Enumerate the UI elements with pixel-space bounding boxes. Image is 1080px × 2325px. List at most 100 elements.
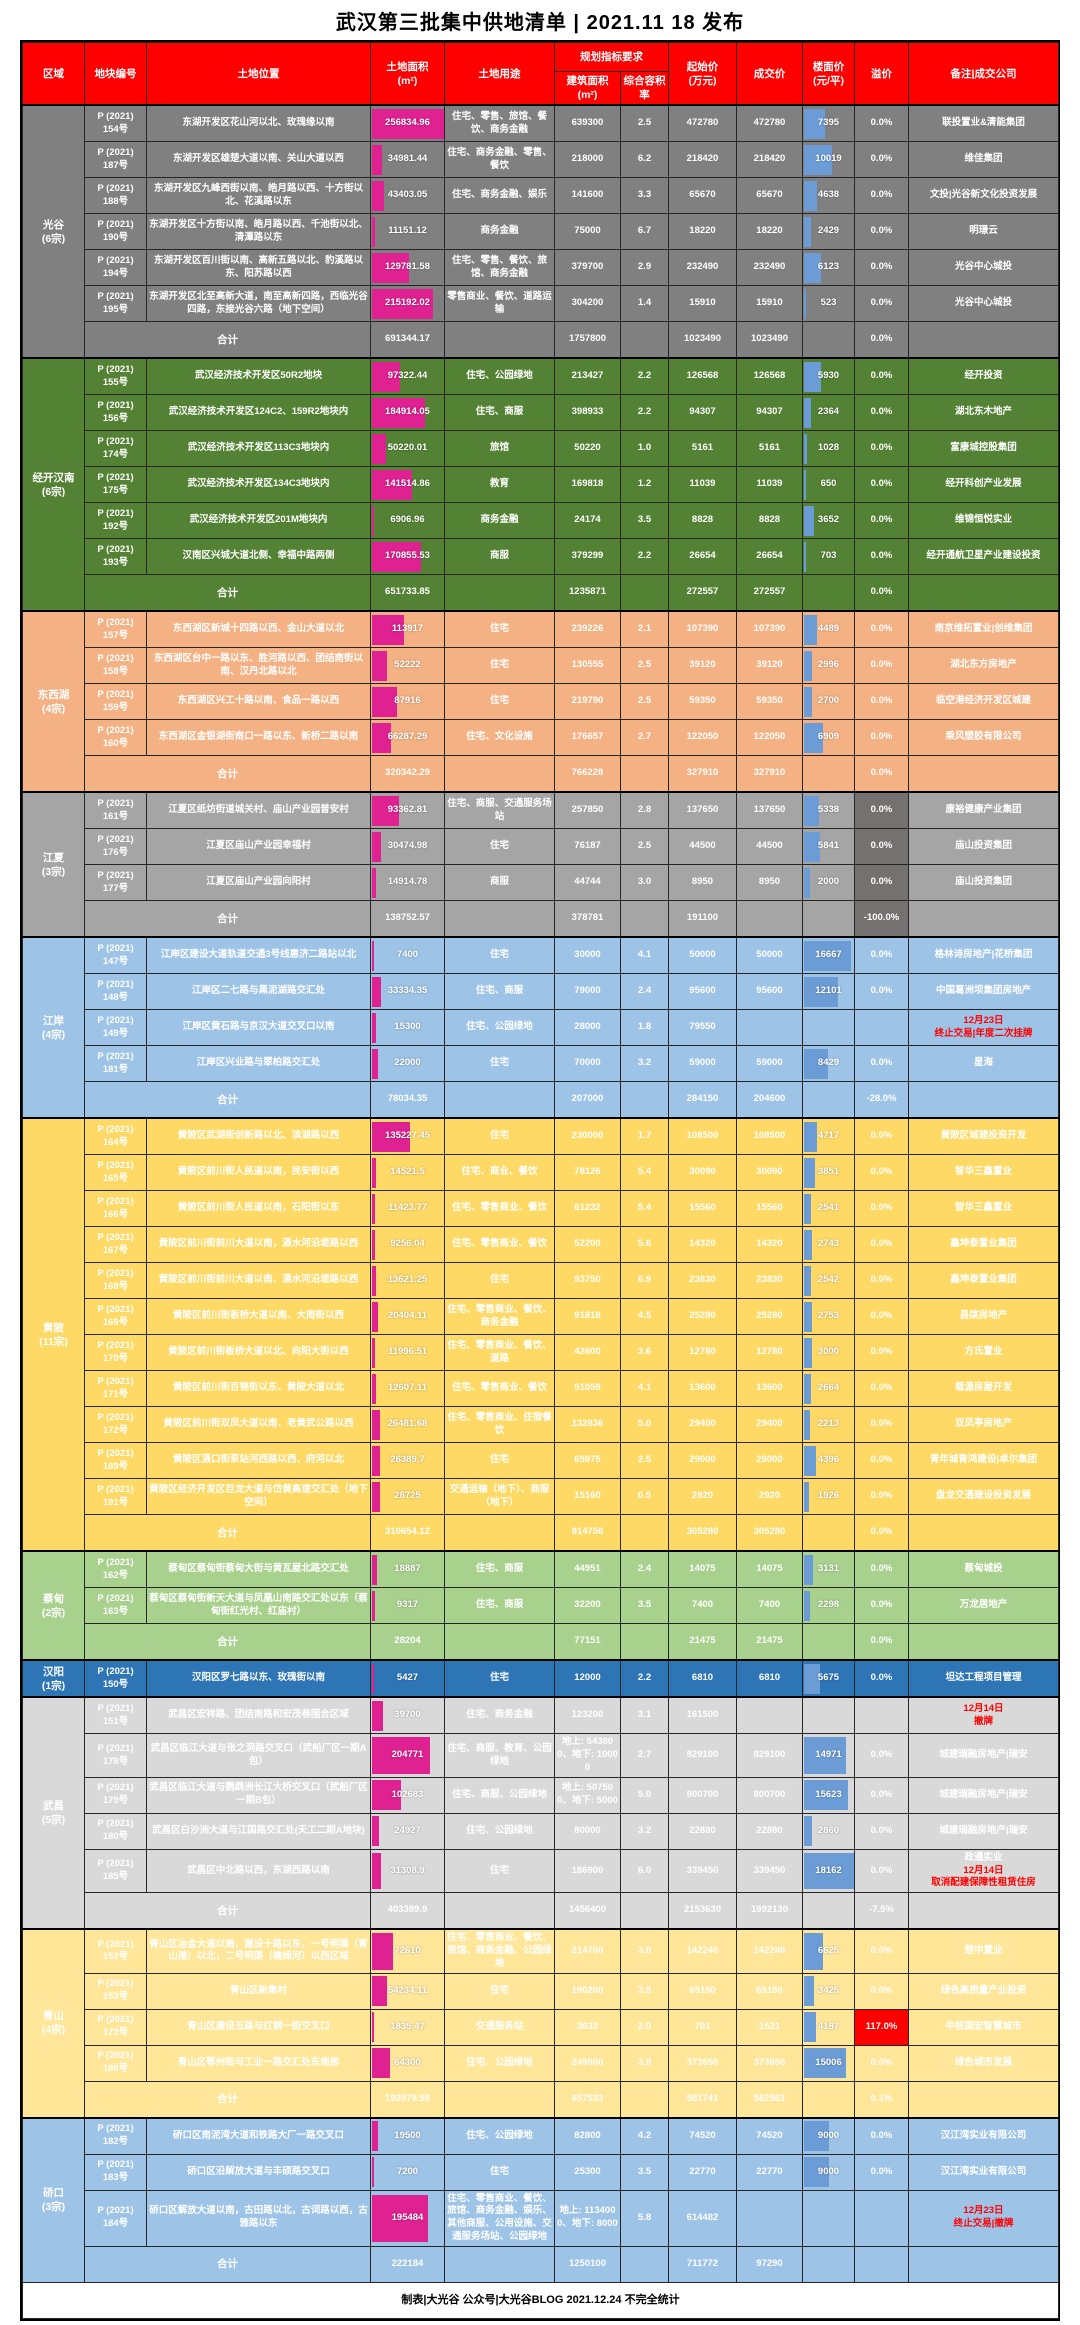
land-use-cell: 住宅 xyxy=(444,936,555,975)
floor-price-data-bar xyxy=(804,614,817,645)
plot-code-cell: P (2021) 167号 xyxy=(84,1226,147,1264)
total-deal-price-cell: 1992130 xyxy=(736,1892,803,1930)
area-cell: 11996.51 xyxy=(370,1334,445,1372)
floor-price-cell: 650 xyxy=(802,466,855,504)
land-use-cell: 商服 xyxy=(444,864,555,902)
floor-price-data-bar xyxy=(804,433,807,464)
floor-price-cell: 12101 xyxy=(802,973,855,1011)
table-row: P (2021) 172号 黄陂区前川街双凤大道以南、老黄武公路以西 26481.6… xyxy=(22,1406,1059,1444)
table-row: 汉阳 (1宗) P (2021) 150号 汉阳区罗七路以东、玫瑰街以南 5427 住宅… xyxy=(22,1659,1059,1698)
far-cell: 5.8 xyxy=(620,2189,669,2247)
far-cell: 1.7 xyxy=(620,1117,669,1156)
location-cell: 江夏区庙山产业园向阳村 xyxy=(146,864,371,902)
plot-code-cell: P (2021) 157号 xyxy=(84,610,147,649)
far-cell: 4.1 xyxy=(620,936,669,975)
area-cell: 33334.35 xyxy=(370,973,445,1011)
deal-price-cell: 2920 xyxy=(736,1478,803,1516)
premium-cell: 0.0% xyxy=(854,973,909,1011)
total-use-cell xyxy=(444,1514,555,1552)
location-cell: 黄陂区前川街人民道以南，石阳街以东 xyxy=(146,1190,371,1228)
floor-price-data-bar xyxy=(804,1852,854,1890)
plot-code-cell: P (2021) 193号 xyxy=(84,538,147,576)
area-cell-value: 11423.77 xyxy=(387,1202,428,1214)
premium-cell xyxy=(854,1696,909,1735)
location-cell: 黄陂区前川街前川大道以南、滠水河沿堤路以西 xyxy=(146,1262,371,1300)
area-cell: 170855.53 xyxy=(370,538,445,576)
floor-price-data-bar xyxy=(804,976,838,1007)
area-cell: 9256.04 xyxy=(370,1226,445,1264)
total-build-area-cell: 207000 xyxy=(554,1081,621,1119)
location-cell: 黄陂区前川街板桥大道以北、向阳大街以西 xyxy=(146,1334,371,1372)
area-data-bar xyxy=(372,1337,376,1368)
build-area-cell: 230000 xyxy=(554,1117,621,1156)
area-cell: 256834.96 xyxy=(370,104,445,143)
floor-price-data-bar xyxy=(804,361,821,392)
floor-price-cell: 703 xyxy=(802,538,855,576)
table-row: P (2021) 169号 黄陂区前川街板桥大道以南、大南街以西 20404.11 住… xyxy=(22,1298,1059,1336)
area-data-bar xyxy=(372,2012,375,2043)
area-cell: 19500 xyxy=(370,2116,445,2155)
area-cell-value: 33334.35 xyxy=(387,985,428,997)
note-company-cell: 坦达工程项目管理 xyxy=(908,1659,1059,1698)
area-data-bar xyxy=(372,469,413,500)
plot-code-cell: P (2021) 177号 xyxy=(84,864,147,902)
start-price-cell: 39120 xyxy=(668,647,737,685)
far-cell: 2.2 xyxy=(620,357,669,396)
col-plan-group: 规划指标要求 xyxy=(554,42,669,72)
note-company-cell: 蔡甸城投 xyxy=(908,1550,1059,1589)
floor-price-cell-value: 3000 xyxy=(817,1346,840,1358)
company-name: 南京维拓置业|创维集团 xyxy=(934,623,1033,635)
start-price-cell: 15910 xyxy=(668,285,737,323)
premium-cell xyxy=(854,1009,909,1047)
note-company-cell: 维佳集团 xyxy=(908,141,1059,179)
build-area-cell: 地上: 1134000、地下: 8000 xyxy=(554,2189,621,2247)
total-floor-price-cell xyxy=(802,2080,855,2119)
premium-cell: 0.0% xyxy=(854,1370,909,1408)
build-area-cell: 93750 xyxy=(554,1262,621,1300)
plot-code-cell: P (2021) 154号 xyxy=(84,104,147,143)
plot-code-cell: P (2021) 166号 xyxy=(84,1190,147,1228)
start-price-cell: 339450 xyxy=(668,1848,737,1894)
floor-price-cell-value: 2298 xyxy=(817,1599,840,1611)
area-cell-value: 195484 xyxy=(391,2211,424,2223)
total-use-cell xyxy=(444,574,555,612)
far-cell: 6.2 xyxy=(620,141,669,179)
far-cell: 3.5 xyxy=(620,1587,669,1625)
floor-price-cell: 1028 xyxy=(802,430,855,468)
premium-cell: 0.0% xyxy=(854,1154,909,1192)
region-cell: 汉阳 (1宗) xyxy=(22,1659,85,1698)
floor-price-data-bar xyxy=(804,1337,813,1368)
far-cell: 1.8 xyxy=(620,1009,669,1047)
company-name: 文投|光谷新文化投资发展 xyxy=(929,189,1038,201)
floor-price-data-bar xyxy=(804,144,833,175)
premium-cell: 0.0% xyxy=(854,1478,909,1516)
premium-cell: 0.0% xyxy=(854,1848,909,1894)
far-cell: 3.1 xyxy=(620,1696,669,1735)
location-cell: 东西湖区兴工十路以南、食品一路以西 xyxy=(146,683,371,721)
area-data-bar xyxy=(372,1265,376,1296)
area-data-bar xyxy=(372,1121,411,1152)
floor-price-data-bar xyxy=(804,252,822,283)
floor-price-data-bar xyxy=(804,831,821,862)
total-build-area-cell: 657533 xyxy=(554,2080,621,2119)
total-use-cell xyxy=(444,2245,555,2283)
note-company-cell: 智华三鑫置业 xyxy=(908,1154,1059,1192)
floor-price-data-bar xyxy=(804,108,825,139)
deal-price-cell: 11039 xyxy=(736,466,803,504)
location-cell: 武昌区白沙洲大道与江国路交汇处(天工二期A地块) xyxy=(146,1812,371,1850)
land-use-cell: 住宅、公园绿地 xyxy=(444,2044,555,2082)
total-build-area-cell: 914756 xyxy=(554,1514,621,1552)
area-data-bar xyxy=(372,2048,391,2079)
company-name: 汉江湾实业有限公司 xyxy=(940,2129,1027,2141)
start-price-cell: 18220 xyxy=(668,213,737,251)
company-name: 明璟云 xyxy=(969,225,998,237)
location-cell: 江岸区建设大道轨道交通3号线惠济二路站以北 xyxy=(146,936,371,975)
area-data-bar xyxy=(372,1590,375,1621)
premium-cell: 0.0% xyxy=(854,936,909,975)
table-row: P (2021) 187号 东湖开发区雄楚大道以南、关山大道以西 34981.44 住… xyxy=(22,141,1059,179)
col-use: 土地用途 xyxy=(444,42,555,106)
deal-price-cell: 22880 xyxy=(736,1812,803,1850)
floor-price-cell-value: 3131 xyxy=(817,1563,840,1575)
red-note: 12月23日 终止交易|年度二次挂牌 xyxy=(934,1015,1033,1039)
build-area-cell: 239226 xyxy=(554,610,621,649)
